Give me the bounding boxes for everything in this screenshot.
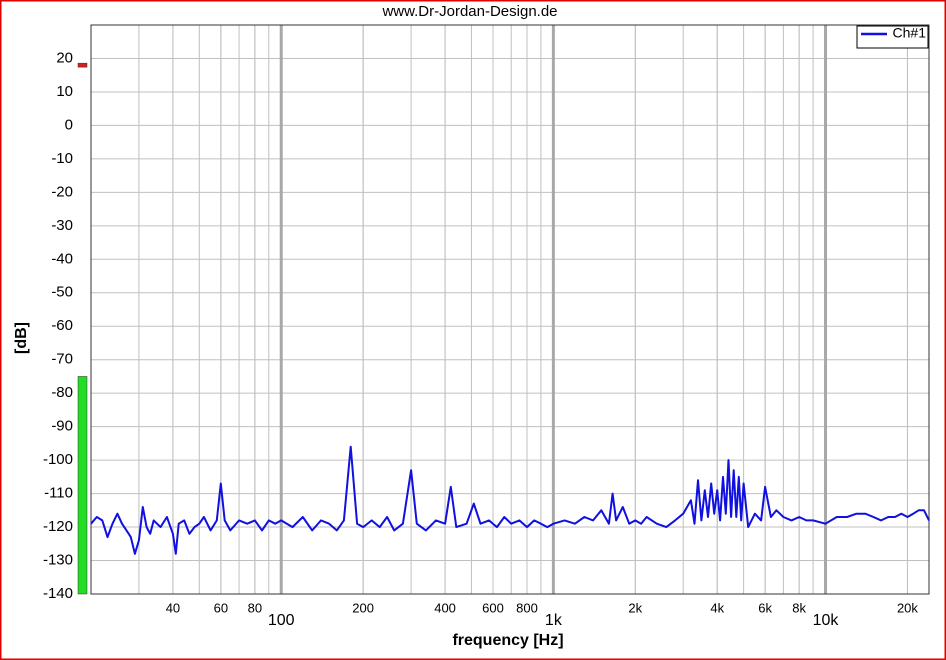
x-tick-label: 8k (792, 600, 806, 615)
x-tick-label: 800 (516, 600, 538, 615)
plot-border (90, 24, 930, 595)
y-tick-label: -110 (44, 485, 73, 502)
y-tick-label: 20 (56, 49, 73, 66)
legend-box (856, 25, 929, 49)
y-tick-label: -130 (43, 551, 73, 568)
y-axis-label: [dB] (13, 322, 30, 354)
x-tick-label: 600 (482, 600, 504, 615)
y-tick-label: -80 (51, 384, 73, 401)
y-tick-label: -140 (43, 585, 73, 602)
x-tick-label: 400 (434, 600, 456, 615)
legend-label: Ch#1 (893, 25, 927, 41)
x-tick-label: 2k (628, 600, 642, 615)
y-tick-label: 0 (65, 116, 73, 133)
y-tick-label: -40 (51, 250, 73, 267)
x-tick-label: 200 (352, 600, 374, 615)
x-tick-label: 40 (166, 600, 180, 615)
x-axis-label: frequency [Hz] (452, 632, 563, 649)
x-tick-label: 6k (758, 600, 772, 615)
level-bar (77, 376, 88, 595)
x-tick-label: 1k (545, 612, 563, 629)
series-line (90, 445, 930, 555)
chart-title: www.Dr-Jordan-Design.de (381, 3, 557, 20)
x-tick-label: 4k (710, 600, 724, 615)
y-tick-label: -70 (51, 351, 73, 368)
x-tick-label: 60 (214, 600, 228, 615)
y-tick-label: -20 (51, 183, 73, 200)
y-tick-label: -50 (51, 284, 73, 301)
y-tick-label: -120 (43, 518, 73, 535)
y-tick-label: -10 (51, 150, 73, 167)
y-tick-label: -60 (51, 317, 73, 334)
y-tick-label: -100 (43, 451, 73, 468)
y-tick-label: -30 (51, 217, 73, 234)
x-tick-label: 100 (268, 612, 295, 629)
peak-marker (77, 62, 88, 68)
x-tick-label: 20k (897, 600, 918, 615)
y-tick-label: -90 (51, 418, 73, 435)
x-tick-label: 10k (813, 612, 840, 629)
y-tick-label: 10 (56, 83, 73, 100)
x-tick-label: 80 (248, 600, 262, 615)
